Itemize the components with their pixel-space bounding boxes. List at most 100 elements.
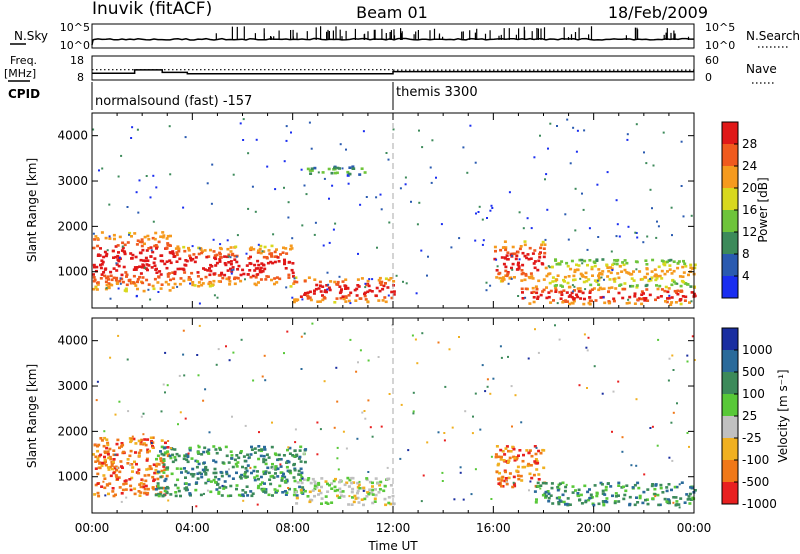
velocity-cell (391, 324, 394, 327)
power-cell (287, 273, 291, 277)
velocity-cell (645, 498, 649, 501)
velocity-cell (500, 479, 504, 482)
velocity-cell (512, 455, 516, 459)
velocity-cell (544, 496, 547, 499)
power-cell (510, 277, 513, 280)
power-cell (165, 260, 169, 263)
velocity-cell (511, 425, 513, 428)
velocity-cell (387, 496, 391, 499)
velocity-cell (459, 471, 462, 474)
power-cell (120, 154, 123, 157)
velocity-cell (348, 495, 351, 498)
velocity-cell (689, 486, 693, 489)
velocity-cell (676, 486, 678, 488)
velocity-cell (671, 354, 674, 357)
velocity-cell (94, 460, 98, 463)
power-cell (564, 213, 567, 216)
power-cell (199, 248, 203, 251)
power-cbar-segment (722, 144, 738, 167)
power-cell (164, 280, 168, 284)
power-cell (114, 245, 118, 248)
velocity-cell (103, 486, 107, 490)
power-cell (274, 188, 277, 191)
power-cell (504, 246, 508, 249)
velocity-cell (188, 448, 192, 452)
power-cell (548, 272, 552, 275)
velocity-cell (159, 457, 163, 460)
velocity-cell (399, 457, 402, 460)
power-cell (273, 260, 277, 264)
velocity-cell (356, 489, 360, 493)
power-cell (283, 261, 287, 264)
velocity-cell (300, 368, 303, 370)
power-cell (572, 290, 575, 293)
power-cell (223, 262, 227, 265)
power-cell (149, 196, 152, 199)
power-cell (600, 276, 603, 279)
velocity-cell (474, 392, 477, 395)
velocity-cell (337, 468, 340, 471)
power-cell (191, 283, 195, 287)
power-cell (584, 276, 588, 279)
velocity-cell (99, 437, 103, 440)
velocity-cell (190, 457, 194, 460)
velocity-cell (673, 485, 677, 489)
velocity-cell (166, 454, 170, 458)
velocity-cell (366, 491, 370, 494)
power-cell (265, 275, 269, 278)
power-cell (627, 225, 630, 228)
velocity-cell (672, 496, 676, 499)
power-cell (115, 262, 118, 265)
velocity-cell (512, 481, 515, 484)
power-cell (635, 123, 638, 126)
x-tick-label: 20:00 (576, 521, 611, 535)
velocity-cell (320, 485, 323, 489)
velocity-cell (603, 493, 607, 496)
power-cell (229, 262, 233, 266)
power-cell (275, 276, 279, 279)
power-cell (227, 261, 231, 264)
power-cell (589, 283, 593, 287)
power-cell (660, 259, 664, 263)
power-cell (145, 249, 149, 252)
velocity-cell (257, 484, 261, 488)
power-cell (404, 176, 407, 179)
velocity-cell (213, 467, 217, 471)
power-cell (579, 297, 583, 300)
power-cell (117, 175, 120, 178)
velocity-cell (228, 359, 231, 362)
power-cell (659, 295, 663, 298)
power-cell (184, 264, 188, 267)
velocity-cell (416, 362, 419, 365)
power-cell (572, 274, 576, 278)
velocity-cell (142, 485, 146, 489)
velocity-cell (520, 479, 524, 482)
power-cell (490, 204, 493, 207)
power-cell (251, 274, 255, 278)
power-cell (676, 282, 679, 285)
power-cell (501, 279, 505, 283)
power-cell (650, 270, 654, 273)
power-cell (218, 260, 222, 263)
velocity-cell (379, 480, 383, 484)
power-cell (261, 250, 264, 253)
velocity-cell (235, 471, 238, 475)
power-cell (513, 276, 516, 279)
power-cell (520, 287, 524, 291)
power-cell (600, 287, 604, 291)
velocity-cell (180, 471, 183, 474)
power-cell (197, 281, 201, 284)
power-cell (690, 267, 694, 270)
velocity-cell (142, 443, 145, 446)
power-cell (359, 203, 362, 206)
power-cell (579, 290, 583, 293)
velocity-cell (504, 470, 507, 474)
velocity-cell (365, 477, 369, 480)
power-cell (682, 259, 685, 263)
velocity-cell (303, 489, 307, 493)
power-cell (157, 275, 161, 278)
velocity-cell (114, 465, 118, 469)
power-cell (380, 208, 383, 211)
velocity-cell (313, 484, 317, 488)
